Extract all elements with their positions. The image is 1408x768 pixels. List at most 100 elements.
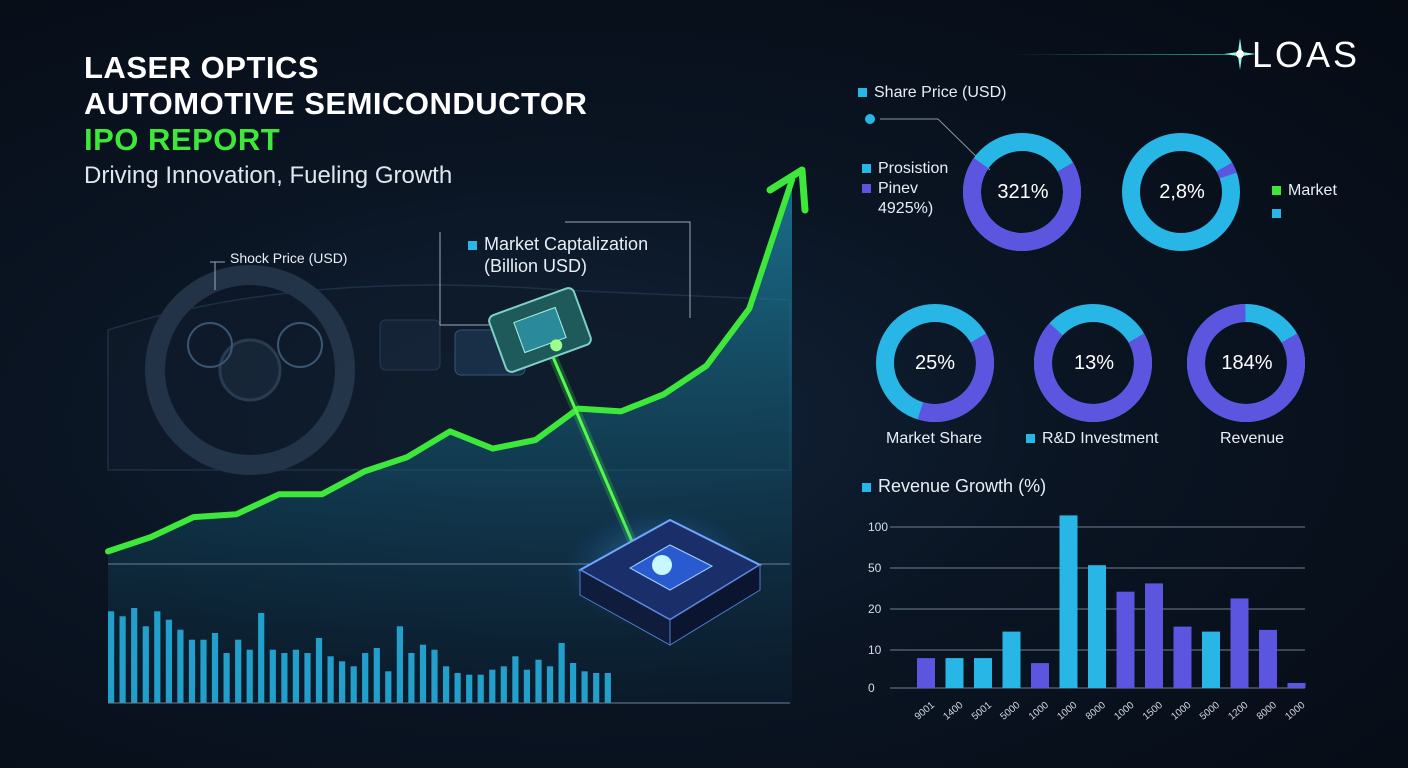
revenue-bar xyxy=(1145,583,1163,688)
stock-bar xyxy=(131,608,138,703)
stock-bar xyxy=(258,613,265,703)
stock-bar xyxy=(177,629,184,703)
revenue-bar xyxy=(1088,565,1106,688)
stock-bar xyxy=(443,666,450,703)
stock-bar xyxy=(339,661,346,703)
stock-bar xyxy=(235,639,242,703)
stock-bar xyxy=(535,659,542,703)
donut-segment xyxy=(1034,304,1152,423)
stock-bar xyxy=(512,656,519,703)
stock-bar xyxy=(188,639,196,703)
x-tick-label: 1500 xyxy=(1141,700,1165,723)
share-legend-2: Pinev xyxy=(862,180,918,198)
x-tick-label: 1400 xyxy=(941,700,965,723)
stock-bar xyxy=(165,619,172,703)
stock-bar xyxy=(477,674,484,703)
stock-bar xyxy=(315,638,323,703)
revenue-bar xyxy=(1259,629,1277,688)
revenue-bar xyxy=(1287,683,1306,688)
revenue-bar xyxy=(1002,631,1021,688)
revenue-bar xyxy=(1116,591,1135,688)
stock-bar xyxy=(570,663,577,703)
legend-square xyxy=(862,482,871,492)
stock-bar xyxy=(142,626,149,703)
stock-bar xyxy=(431,649,438,703)
title-line-2: AUTOMOTIVE SEMICONDUCTOR xyxy=(84,86,588,121)
y-tick-label: 50 xyxy=(868,561,882,575)
revenue-bar xyxy=(1230,598,1249,688)
market-cap-label-line1: Market Captalization xyxy=(484,234,649,254)
share-legend-2-text: Pinev xyxy=(878,180,919,197)
legend-square xyxy=(468,240,477,250)
donut-segment xyxy=(963,133,1081,252)
stock-bar xyxy=(246,649,253,703)
stock-bar xyxy=(419,644,427,703)
stock-bar xyxy=(408,653,415,703)
stock-bar xyxy=(327,656,334,703)
stock-bar xyxy=(558,643,565,703)
stock-bar xyxy=(385,671,392,703)
stock-bar xyxy=(211,633,219,703)
x-tick-label: 1000 xyxy=(1055,700,1079,723)
x-tick-label: 8000 xyxy=(1084,700,1108,723)
stock-price-label: Shock Price (USD) xyxy=(230,250,348,266)
stock-bar xyxy=(454,673,461,703)
stock-bar xyxy=(154,611,161,703)
x-tick-label: 5000 xyxy=(998,700,1022,723)
stock-bar xyxy=(466,674,473,703)
revenue-bar xyxy=(1202,631,1220,688)
donut-5-value: 184% xyxy=(1221,352,1273,374)
arrow-head-icon xyxy=(766,166,809,214)
x-tick-label: 5000 xyxy=(1198,700,1222,723)
sparkle-icon xyxy=(1224,38,1256,70)
x-tick-label: 1000 xyxy=(1027,700,1051,723)
stock-bar xyxy=(200,639,207,703)
stock-bar xyxy=(593,673,600,703)
legend-square xyxy=(858,88,867,98)
x-tick-label: 8000 xyxy=(1255,700,1279,723)
stock-bar xyxy=(546,666,554,703)
donut-4-value: 13% xyxy=(1073,352,1115,374)
logo-flare xyxy=(1010,54,1230,55)
stock-bar xyxy=(292,649,299,703)
stock-bar xyxy=(373,648,380,703)
revenue-bar xyxy=(974,658,992,688)
revenue-bar xyxy=(917,658,935,688)
logo-text: LOAS xyxy=(1252,34,1361,75)
y-tick-label: 100 xyxy=(868,520,888,534)
share-legend-3-text: 4925%) xyxy=(878,200,934,217)
title-line-1: LASER OPTICS xyxy=(84,50,320,85)
x-tick-label: 1000 xyxy=(1283,700,1307,723)
share-legend-1-text: Prosistion xyxy=(878,160,949,177)
subtitle: Driving Innovation, Fueling Growth xyxy=(84,162,453,189)
x-tick-label: 1200 xyxy=(1226,700,1250,723)
small-chip-icon xyxy=(488,287,592,373)
share-price-connector xyxy=(865,114,991,170)
donut-segment xyxy=(876,304,994,422)
growth-line xyxy=(105,177,795,555)
share-legend-1: Prosistion xyxy=(862,160,948,178)
donut-2-value: 2,8% xyxy=(1159,181,1205,203)
stock-bar xyxy=(108,611,115,703)
stock-bar xyxy=(523,669,530,703)
donut-1-value: 321% xyxy=(997,181,1049,203)
donut-segment xyxy=(1187,304,1305,423)
share-legend-3: 4925%) xyxy=(862,200,933,218)
donut-3-value: 25% xyxy=(914,352,956,374)
stock-bar xyxy=(269,649,276,703)
stock-bar xyxy=(350,666,357,703)
x-tick-label: 5001 xyxy=(970,700,994,723)
share-price-title-text: Share Price (USD) xyxy=(874,84,1007,101)
x-tick-label: 1000 xyxy=(1112,700,1136,723)
large-chip-icon xyxy=(565,510,763,646)
market-cap-label-line2: (Billion USD) xyxy=(484,256,588,276)
caption-rd-investment-text: R&D Investment xyxy=(1042,430,1159,447)
stock-bar xyxy=(119,616,126,703)
market-legend: Market xyxy=(1272,182,1337,200)
revenue-bar xyxy=(1173,626,1192,688)
stock-bar xyxy=(396,626,403,703)
market-cap-label: Market Captalization xyxy=(468,234,648,255)
revenue-bar xyxy=(945,658,964,688)
